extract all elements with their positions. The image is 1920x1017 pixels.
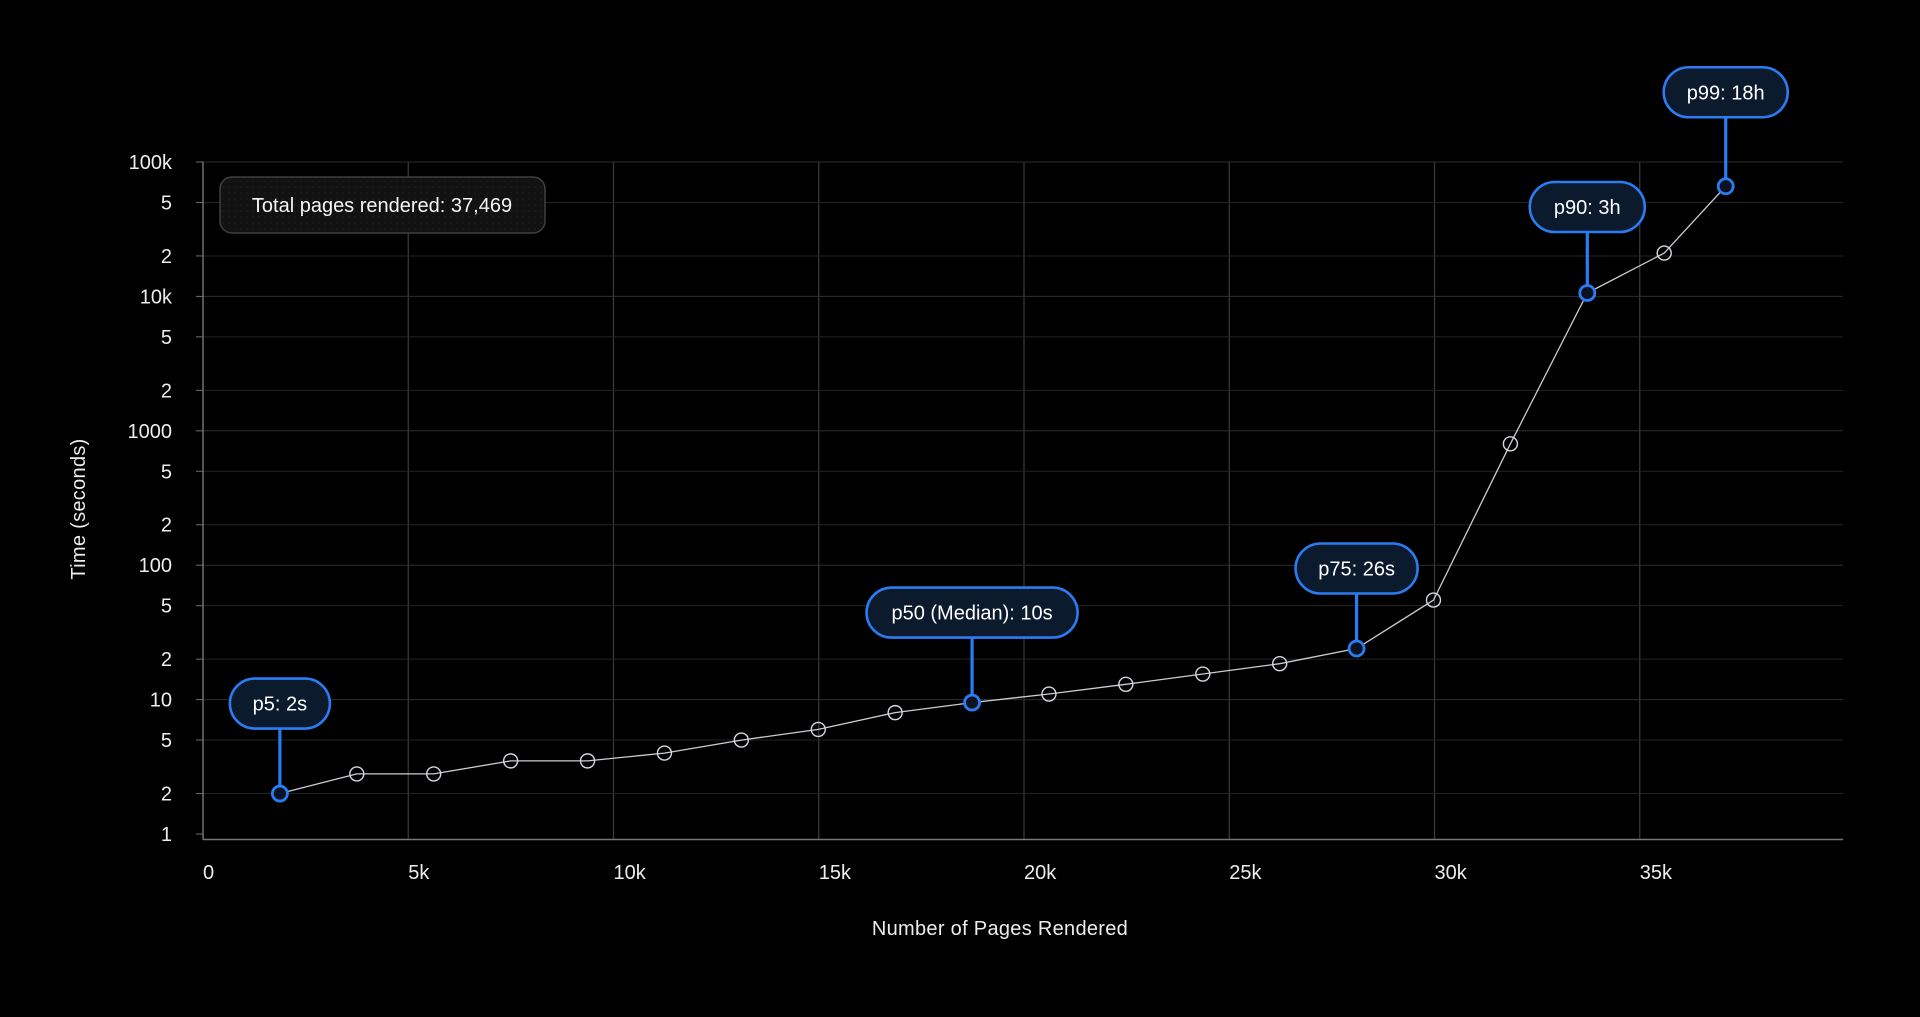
- annotation-pill-label: p75: 26s: [1318, 558, 1395, 580]
- annotation-pill-label: p90: 3h: [1554, 197, 1621, 219]
- x-tick-label: 0: [203, 862, 214, 884]
- y-tick-label: 5: [161, 730, 172, 752]
- data-point-marker[interactable]: [1656, 245, 1672, 261]
- x-tick-label: 10k: [614, 862, 647, 884]
- annotation-pill-label: p99: 18h: [1687, 82, 1765, 104]
- series-layer: [279, 185, 1727, 795]
- y-tick-label: 5: [161, 192, 172, 214]
- x-tick-label: 25k: [1229, 862, 1262, 884]
- y-tick-label: 2: [161, 649, 172, 671]
- highlighted-data-point-p75[interactable]: [1347, 639, 1366, 658]
- total-pages-tooltip-box: [219, 176, 546, 234]
- annotation-pill-p99: [1662, 65, 1790, 119]
- highlighted-data-point-p90[interactable]: [1578, 284, 1597, 302]
- data-point-marker[interactable]: [579, 753, 596, 769]
- total-pages-tooltip: Total pages rendered: 37,469: [219, 176, 546, 234]
- annotation-layer: p5: 2s p50 (Median): 10s p75: 26s p90: 3h p9…: [228, 65, 1790, 803]
- y-tick-label: 100k: [129, 152, 173, 174]
- data-point-marker[interactable]: [349, 766, 365, 782]
- y-tick-label: 10: [150, 690, 172, 712]
- y-tick-label: 2: [161, 246, 172, 268]
- y-tick-label: 2: [161, 380, 172, 402]
- x-axis-title: Number of Pages Rendered: [872, 918, 1128, 940]
- x-tick-label: 30k: [1435, 862, 1468, 884]
- data-point-marker[interactable]: [1118, 676, 1134, 692]
- y-tick-label: 1: [161, 824, 172, 846]
- highlighted-data-point-p50[interactable]: [963, 693, 981, 712]
- data-point-marker[interactable]: [1041, 686, 1057, 702]
- data-point-marker[interactable]: [887, 704, 903, 721]
- data-point-marker[interactable]: [656, 745, 673, 761]
- x-tick-label: 5k: [408, 862, 430, 884]
- data-point-marker[interactable]: [810, 721, 826, 738]
- annotation-pill-p50: [865, 586, 1079, 639]
- annotation-pill-label: p5: 2s: [253, 694, 307, 716]
- y-tick-label: 2: [161, 784, 172, 806]
- y-axis-title: Time (seconds): [68, 438, 90, 579]
- data-point-marker[interactable]: [733, 732, 750, 748]
- highlighted-data-point-p5[interactable]: [270, 784, 289, 803]
- y-tick-label: 5: [161, 596, 172, 618]
- data-point-marker[interactable]: [1271, 655, 1288, 672]
- y-tick-label: 5: [161, 327, 172, 349]
- data-point-marker[interactable]: [1502, 436, 1519, 452]
- x-tick-label: 15k: [819, 862, 852, 884]
- data-point-marker[interactable]: [1425, 592, 1442, 608]
- x-tick-label: 20k: [1024, 862, 1057, 884]
- data-point-marker[interactable]: [502, 753, 519, 769]
- data-point-marker[interactable]: [426, 766, 442, 782]
- x-tick-label: 35k: [1640, 862, 1673, 884]
- total-pages-tooltip-text: Total pages rendered: 37,469: [252, 195, 512, 217]
- grid-layer: [203, 161, 1843, 840]
- annotation-pill-p75: [1294, 542, 1419, 595]
- data-point-marker[interactable]: [1195, 666, 1211, 682]
- y-tick-label: 1000: [128, 421, 173, 443]
- annotation-pill-p90: [1528, 180, 1647, 234]
- y-tick-label: 2: [161, 515, 172, 537]
- axis-layer: 1 2 5 10 2 5 100 2 5 1000 2 5 10k 2 5 100k 0 5k 10k 15k 20k 2…: [128, 152, 1843, 884]
- annotation-pill-label: p50 (Median): 10s: [891, 603, 1052, 625]
- y-tick-label: 5: [161, 461, 172, 483]
- annotation-pill-p5: [228, 677, 332, 730]
- highlighted-data-point-p99[interactable]: [1716, 177, 1735, 196]
- y-tick-label: 10k: [140, 286, 173, 308]
- series-line: [279, 185, 1727, 795]
- y-tick-label: 100: [139, 555, 172, 577]
